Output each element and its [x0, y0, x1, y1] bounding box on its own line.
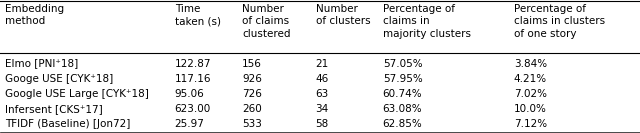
Text: 4.21%: 4.21% [514, 74, 547, 84]
Text: 60.74%: 60.74% [383, 89, 422, 99]
Text: Infersent [CKS⁺17]: Infersent [CKS⁺17] [5, 104, 103, 114]
Text: 926: 926 [242, 74, 262, 84]
Text: 95.06: 95.06 [175, 89, 204, 99]
Text: Number
of claims
clustered: Number of claims clustered [242, 4, 291, 39]
Text: 3.84%: 3.84% [514, 59, 547, 68]
Text: 7.02%: 7.02% [514, 89, 547, 99]
Text: Time
taken (s): Time taken (s) [175, 4, 221, 26]
Text: 623.00: 623.00 [175, 104, 211, 114]
Text: 62.85%: 62.85% [383, 119, 422, 129]
Text: Percentage of
claims in
majority clusters: Percentage of claims in majority cluster… [383, 4, 471, 39]
Text: TFIDF (Baseline) [Jon72]: TFIDF (Baseline) [Jon72] [5, 119, 131, 129]
Text: 7.12%: 7.12% [514, 119, 547, 129]
Text: 57.95%: 57.95% [383, 74, 422, 84]
Text: 156: 156 [242, 59, 262, 68]
Text: Elmo [PNI⁺18]: Elmo [PNI⁺18] [5, 59, 78, 68]
Text: 63: 63 [316, 89, 329, 99]
Text: 25.97: 25.97 [175, 119, 205, 129]
Text: 63.08%: 63.08% [383, 104, 422, 114]
Text: 21: 21 [316, 59, 329, 68]
Text: 10.0%: 10.0% [514, 104, 547, 114]
Text: 726: 726 [242, 89, 262, 99]
Text: 34: 34 [316, 104, 329, 114]
Text: Googe USE [CYK⁺18]: Googe USE [CYK⁺18] [5, 74, 113, 84]
Text: 122.87: 122.87 [175, 59, 211, 68]
Text: 58: 58 [316, 119, 329, 129]
Text: Google USE Large [CYK⁺18]: Google USE Large [CYK⁺18] [5, 89, 149, 99]
Text: Embedding
method: Embedding method [5, 4, 64, 26]
Text: Number
of clusters: Number of clusters [316, 4, 370, 26]
Text: 533: 533 [242, 119, 262, 129]
Text: 117.16: 117.16 [175, 74, 211, 84]
Text: 260: 260 [242, 104, 262, 114]
Text: 57.05%: 57.05% [383, 59, 422, 68]
Text: Percentage of
claims in clusters
of one story: Percentage of claims in clusters of one … [514, 4, 605, 39]
Text: 46: 46 [316, 74, 329, 84]
